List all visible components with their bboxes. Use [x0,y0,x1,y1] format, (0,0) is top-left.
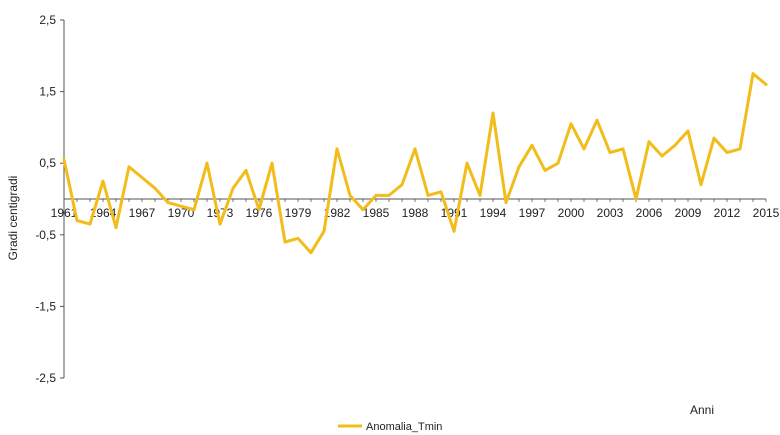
data-point [257,208,261,212]
data-point [530,143,534,147]
data-point [296,236,300,240]
data-point [504,201,508,204]
data-point [374,194,378,197]
data-point [621,147,625,151]
data-point [140,176,144,179]
x-tick-label: 1991 [441,206,468,220]
data-point [101,179,105,183]
y-tick-label: 1,5 [39,85,56,99]
y-tick-label: 2,5 [39,13,56,27]
data-point [270,161,274,165]
legend: Anomalia_Tmin [338,421,442,433]
data-point [452,229,456,233]
data-point [114,226,118,230]
data-point [725,151,729,154]
x-tick-label: 2009 [675,206,702,220]
data-point [465,161,469,165]
series-layer [62,72,768,255]
data-point [738,147,742,151]
y-axis-label: Gradi centigradi [6,176,20,261]
data-point [543,168,547,172]
x-tick-label: 2006 [636,206,663,220]
data-point [686,129,690,133]
x-tick-label: 1982 [324,206,351,220]
data-point [556,161,560,165]
x-tick-label: 1985 [363,206,390,220]
y-tick-label: 0,5 [39,156,56,170]
data-point [673,143,677,147]
x-tick-label: 1997 [519,206,546,220]
series-line-anomalia-tmin [62,72,768,255]
data-point [348,194,352,197]
data-point [647,140,651,144]
data-point [179,204,183,208]
data-point [309,251,313,255]
x-axis-label: Anni [690,403,714,417]
legend-label: Anomalia_Tmin [366,421,442,433]
data-point [231,186,235,190]
data-point [439,190,443,194]
data-point [283,240,287,244]
y-axis: 2,5 1,5 0,5 -0,5 -1,5 -2,5 [35,13,65,385]
x-tick-label: 1967 [129,206,156,220]
data-point [218,222,222,226]
x-tick-label: 2003 [597,206,624,220]
data-point [634,197,638,201]
x-tick-label: 2012 [714,206,741,220]
data-point [400,183,404,187]
x-axis: 1961 1964 1967 1970 1973 1976 1979 1982 1985 1988… [51,198,780,220]
data-point [764,83,768,86]
data-point [569,122,573,126]
data-point [361,208,365,212]
y-tick-label: -0,5 [35,228,56,242]
data-point [608,151,612,154]
x-tick-label: 2000 [558,206,585,220]
data-point [387,194,391,197]
y-tick-label: -1,5 [35,299,56,313]
data-point [75,219,79,222]
x-tick-label: 1988 [402,206,429,220]
data-point [166,201,170,204]
x-tick-label: 1976 [246,206,273,220]
x-tick-label: 1973 [207,206,234,220]
data-point [127,165,131,169]
data-point [322,229,326,233]
data-point [205,161,209,165]
data-point [751,72,755,76]
data-point [517,165,521,169]
data-point [426,194,430,197]
data-point [478,194,482,197]
x-tick-label: 1979 [285,206,312,220]
data-point [335,147,339,151]
data-point [62,158,66,162]
x-tick-label: 2015 [753,206,780,220]
data-point [712,136,716,140]
data-point [491,111,495,115]
data-point [244,168,248,172]
data-point [413,147,417,151]
data-point [192,208,196,212]
data-point [582,147,586,151]
y-tick-label: -2,5 [35,371,56,385]
data-point [595,118,599,122]
x-tick-label: 1994 [480,206,507,220]
data-point [153,186,157,190]
data-point [660,154,664,158]
x-tick-label: 1961 [51,206,78,220]
data-point [88,222,92,226]
data-point [699,183,703,187]
